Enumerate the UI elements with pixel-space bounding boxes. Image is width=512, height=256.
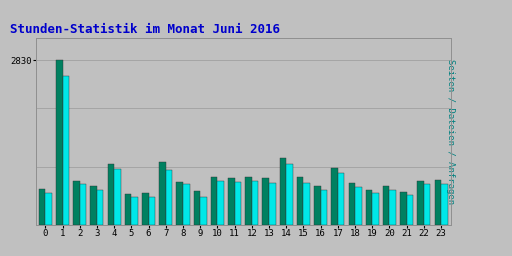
Bar [304, 183, 310, 225]
Text: Stunden-Statistik im Monat Juni 2016: Stunden-Statistik im Monat Juni 2016 [10, 23, 280, 36]
Bar [97, 190, 103, 225]
Bar [218, 182, 224, 225]
Bar [194, 191, 200, 225]
Bar [228, 178, 234, 225]
Bar [73, 181, 80, 225]
Bar [349, 183, 355, 225]
Bar [132, 197, 138, 225]
Bar [280, 157, 286, 225]
Bar [366, 190, 372, 225]
Bar [383, 186, 390, 225]
Bar [114, 169, 121, 225]
Bar [435, 180, 441, 225]
Y-axis label: Seiten / Dateien / Anfragen: Seiten / Dateien / Anfragen [446, 59, 455, 204]
Bar [62, 76, 69, 225]
Bar [372, 193, 379, 225]
Bar [355, 187, 361, 225]
Bar [252, 181, 259, 225]
Bar [424, 184, 431, 225]
Bar [390, 190, 396, 225]
Bar [166, 170, 173, 225]
Bar [91, 186, 97, 225]
Bar [263, 178, 269, 225]
Bar [314, 186, 321, 225]
Bar [321, 190, 327, 225]
Bar [125, 194, 132, 225]
Bar [148, 197, 155, 225]
Bar [297, 177, 304, 225]
Bar [142, 193, 148, 225]
Bar [80, 184, 86, 225]
Bar [39, 189, 45, 225]
Bar [269, 183, 275, 225]
Bar [211, 177, 218, 225]
Bar [45, 193, 52, 225]
Bar [441, 184, 447, 225]
Bar [400, 192, 407, 225]
Bar [159, 162, 166, 225]
Bar [183, 184, 189, 225]
Bar [177, 182, 183, 225]
Bar [56, 60, 62, 225]
Bar [245, 177, 252, 225]
Bar [286, 164, 293, 225]
Bar [331, 168, 338, 225]
Bar [407, 196, 413, 225]
Bar [108, 164, 114, 225]
Bar [417, 181, 424, 225]
Bar [200, 197, 207, 225]
Bar [338, 173, 345, 225]
Bar [234, 182, 241, 225]
